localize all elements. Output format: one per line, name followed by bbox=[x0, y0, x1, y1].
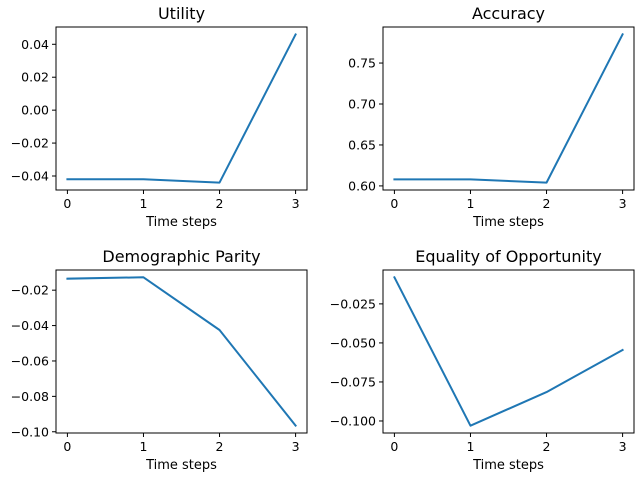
y-tick-label: 0.04 bbox=[21, 37, 49, 52]
x-axis-label: Time steps bbox=[145, 215, 217, 230]
x-tick-label: 0 bbox=[63, 196, 71, 211]
series-line bbox=[393, 33, 624, 184]
x-axis-label: Time steps bbox=[472, 458, 544, 473]
x-tick-label: 0 bbox=[390, 196, 398, 211]
axes-frame bbox=[55, 26, 308, 191]
x-tick-label: 2 bbox=[216, 196, 224, 211]
series-line bbox=[66, 33, 297, 184]
chart-title: Demographic Parity bbox=[102, 247, 260, 266]
y-tick-label: 0.00 bbox=[21, 103, 49, 118]
y-tick-label: 0.65 bbox=[348, 137, 376, 152]
subplot-0: Utility 0 1 2 3 −0.04 −0.02 0.00 0.02 0.04 Time st… bbox=[11, 4, 308, 230]
y-tick-label: −0.10 bbox=[11, 424, 49, 439]
chart-title: Utility bbox=[158, 4, 205, 23]
series-line bbox=[393, 275, 624, 427]
x-axis-label: Time steps bbox=[472, 215, 544, 230]
x-tick-label: 1 bbox=[139, 439, 147, 454]
axes-frame bbox=[382, 269, 635, 434]
subplot-3: Equality of Opportunity 0 1 2 3 −0.100 −0.075 −… bbox=[330, 247, 635, 473]
y-tick-label: 0.70 bbox=[348, 96, 376, 111]
y-tick-label: −0.100 bbox=[330, 413, 376, 428]
series-line bbox=[66, 276, 297, 427]
x-tick-label: 2 bbox=[216, 439, 224, 454]
axes-frame bbox=[55, 269, 308, 434]
y-tick-label: −0.075 bbox=[330, 374, 376, 389]
x-tick-label: 1 bbox=[139, 196, 147, 211]
x-tick-label: 0 bbox=[63, 439, 71, 454]
y-tick-label: −0.050 bbox=[330, 335, 376, 350]
x-tick-label: 2 bbox=[543, 439, 551, 454]
x-tick-label: 3 bbox=[619, 196, 627, 211]
y-tick-label: 0.02 bbox=[21, 70, 49, 85]
axes-frame bbox=[382, 26, 635, 191]
x-tick-label: 3 bbox=[292, 439, 300, 454]
x-tick-label: 2 bbox=[543, 196, 551, 211]
x-tick-label: 0 bbox=[390, 439, 398, 454]
x-tick-label: 3 bbox=[292, 196, 300, 211]
chart-title: Accuracy bbox=[472, 4, 545, 23]
x-axis-label: Time steps bbox=[145, 458, 217, 473]
x-tick-label: 1 bbox=[466, 196, 474, 211]
x-tick-label: 1 bbox=[466, 439, 474, 454]
y-tick-label: 0.60 bbox=[348, 178, 376, 193]
y-tick-label: −0.04 bbox=[11, 318, 49, 333]
y-tick-label: 0.75 bbox=[348, 56, 376, 71]
subplot-2: Demographic Parity 0 1 2 3 −0.10 −0.08 −0.06 −0.… bbox=[11, 247, 308, 473]
y-tick-label: −0.06 bbox=[11, 353, 49, 368]
chart-title: Equality of Opportunity bbox=[415, 247, 601, 266]
y-tick-label: −0.025 bbox=[330, 296, 376, 311]
y-tick-label: −0.02 bbox=[11, 136, 49, 151]
y-tick-label: −0.02 bbox=[11, 283, 49, 298]
y-tick-label: −0.08 bbox=[11, 389, 49, 404]
x-tick-label: 3 bbox=[619, 439, 627, 454]
subplot-1: Accuracy 0 1 2 3 0.60 0.65 0.70 0.75 Time steps bbox=[348, 4, 635, 230]
y-tick-label: −0.04 bbox=[11, 169, 49, 184]
